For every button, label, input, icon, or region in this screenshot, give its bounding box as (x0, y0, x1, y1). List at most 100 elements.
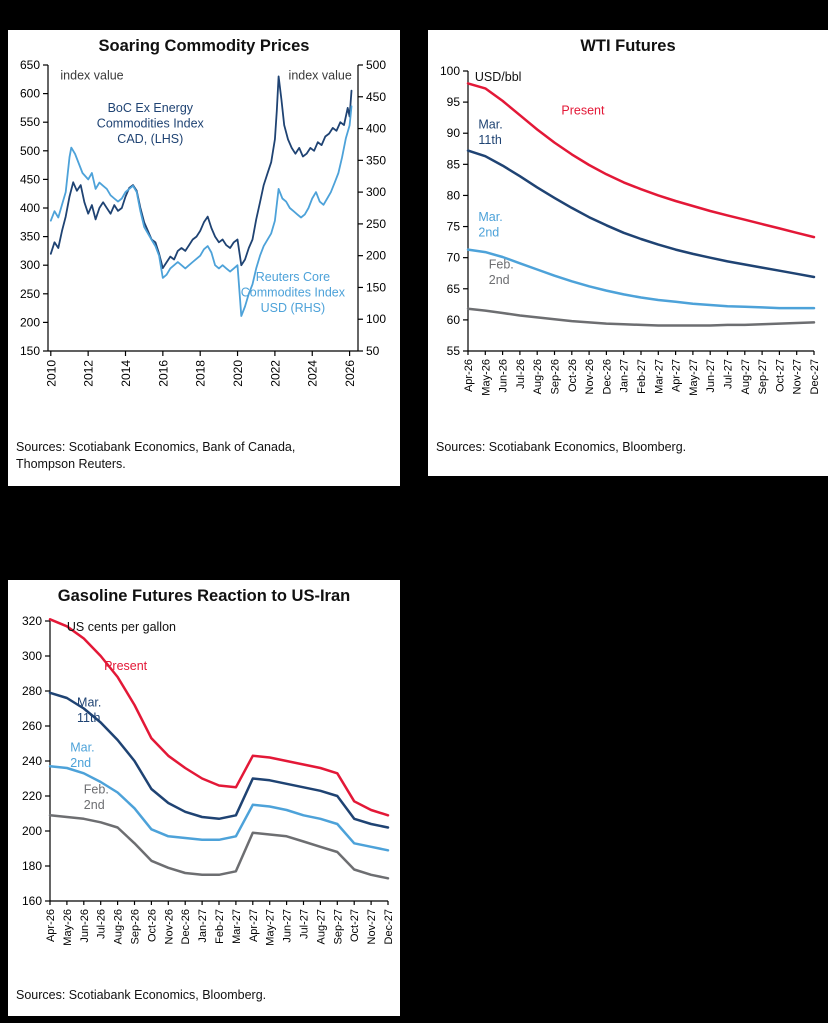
wti-chart-title: WTI Futures (580, 37, 676, 55)
svg-text:85: 85 (447, 157, 461, 171)
svg-text:160: 160 (22, 894, 42, 908)
svg-text:Present: Present (561, 103, 605, 117)
svg-text:55: 55 (447, 344, 461, 358)
svg-text:90: 90 (447, 126, 461, 140)
svg-text:Dec-27: Dec-27 (809, 359, 821, 394)
svg-text:400: 400 (366, 121, 386, 135)
svg-text:300: 300 (366, 185, 386, 199)
svg-text:Jun-26: Jun-26 (79, 909, 91, 943)
svg-text:2020: 2020 (231, 359, 245, 386)
svg-text:2nd: 2nd (489, 273, 510, 287)
panel-wti-futures: WTI Futures 55 60 65 70 75 80 85 90 95 100 Apr-26 M… (428, 30, 828, 476)
wti-source: Sources: Scotiabank Economics, Bloomberg… (428, 439, 828, 456)
svg-text:400: 400 (20, 201, 40, 215)
svg-text:USD/bbl: USD/bbl (475, 70, 522, 84)
svg-text:Mar.: Mar. (77, 695, 101, 709)
svg-text:60: 60 (447, 313, 461, 327)
svg-text:300: 300 (22, 649, 42, 663)
svg-text:2018: 2018 (194, 359, 208, 386)
svg-text:Nov-26: Nov-26 (163, 909, 175, 944)
svg-text:500: 500 (20, 144, 40, 158)
svg-text:Apr-26: Apr-26 (45, 909, 57, 942)
svg-text:260: 260 (22, 719, 42, 733)
svg-text:220: 220 (22, 789, 42, 803)
svg-text:450: 450 (366, 90, 386, 104)
svg-text:Apr-26: Apr-26 (463, 359, 475, 392)
svg-text:Oct-27: Oct-27 (349, 909, 361, 942)
svg-text:11th: 11th (77, 711, 100, 725)
svg-text:2014: 2014 (119, 359, 133, 386)
svg-text:150: 150 (366, 280, 386, 294)
svg-text:2022: 2022 (268, 359, 282, 386)
svg-text:2010: 2010 (44, 359, 58, 386)
svg-text:200: 200 (20, 315, 40, 329)
svg-text:180: 180 (22, 859, 42, 873)
svg-text:Mar.: Mar. (478, 117, 502, 131)
gasoline-chart-title: Gasoline Futures Reaction to US-Iran (57, 587, 351, 605)
svg-text:Jun-27: Jun-27 (282, 909, 294, 943)
svg-text:Jun-26: Jun-26 (498, 359, 510, 393)
svg-text:Nov-27: Nov-27 (366, 909, 378, 944)
panel-commodity-prices: Soaring Commodity Prices 150 200 250 300 350… (8, 30, 400, 486)
svg-text:Oct-26: Oct-26 (146, 909, 158, 942)
svg-text:Sep-26: Sep-26 (550, 359, 562, 394)
svg-text:200: 200 (366, 248, 386, 262)
svg-text:Jul-27: Jul-27 (299, 909, 311, 939)
svg-text:2012: 2012 (82, 359, 96, 386)
svg-text:Mar-27: Mar-27 (231, 909, 243, 944)
svg-text:320: 320 (22, 614, 42, 628)
gasoline-chart-plot: 160 180 200 220 240 260 280 300 320 Apr-26 May-26 J… (22, 614, 395, 946)
svg-text:index value: index value (60, 68, 123, 82)
svg-text:100: 100 (366, 312, 386, 326)
svg-text:Reuters Core: Reuters Core (256, 270, 330, 284)
svg-text:USD (RHS): USD (RHS) (261, 301, 326, 315)
svg-text:Apr-27: Apr-27 (671, 359, 683, 392)
svg-text:Present: Present (104, 659, 148, 673)
svg-text:2026: 2026 (343, 359, 357, 386)
svg-text:Aug-27: Aug-27 (315, 909, 327, 944)
svg-text:Dec-27: Dec-27 (383, 909, 395, 944)
svg-text:Jun-27: Jun-27 (705, 359, 717, 393)
svg-text:Commodites Index: Commodites Index (241, 285, 346, 299)
svg-text:Mar.: Mar. (70, 740, 94, 754)
svg-text:650: 650 (20, 58, 40, 72)
svg-text:2016: 2016 (156, 359, 170, 386)
commodity-chart-title: Soaring Commodity Prices (98, 37, 310, 55)
svg-text:240: 240 (22, 754, 42, 768)
svg-text:280: 280 (22, 684, 42, 698)
svg-text:350: 350 (366, 153, 386, 167)
svg-text:Sep-27: Sep-27 (332, 909, 344, 944)
svg-text:80: 80 (447, 188, 461, 202)
svg-text:300: 300 (20, 258, 40, 272)
svg-text:Dec-26: Dec-26 (180, 909, 192, 944)
svg-text:2nd: 2nd (84, 798, 105, 812)
svg-text:150: 150 (20, 344, 40, 358)
svg-text:Nov-26: Nov-26 (584, 359, 596, 394)
svg-text:70: 70 (447, 250, 461, 264)
svg-text:Sep-27: Sep-27 (757, 359, 769, 394)
svg-text:CAD, (LHS): CAD, (LHS) (117, 132, 183, 146)
svg-text:2nd: 2nd (478, 225, 499, 239)
svg-text:May-27: May-27 (265, 909, 277, 946)
svg-text:50: 50 (366, 344, 380, 358)
source-line: Sources: Scotiabank Economics, Bloomberg… (436, 439, 687, 454)
svg-text:May-27: May-27 (688, 359, 700, 396)
svg-text:Mar.: Mar. (478, 210, 502, 224)
svg-text:Feb-27: Feb-27 (636, 359, 648, 394)
source-line: Sources: Scotiabank Economics, Bloomberg… (16, 987, 267, 1002)
svg-text:index value: index value (289, 68, 352, 82)
svg-text:May-26: May-26 (480, 359, 492, 396)
svg-text:Apr-27: Apr-27 (248, 909, 260, 942)
svg-text:11th: 11th (478, 133, 501, 147)
svg-text:2024: 2024 (306, 359, 320, 386)
svg-text:Commodities Index: Commodities Index (97, 116, 205, 130)
svg-text:Jan-27: Jan-27 (197, 909, 209, 943)
svg-text:BoC Ex Energy: BoC Ex Energy (108, 101, 194, 115)
svg-text:250: 250 (366, 217, 386, 231)
svg-text:450: 450 (20, 172, 40, 186)
svg-text:Feb.: Feb. (84, 782, 109, 796)
source-line: Thompson Reuters. (16, 456, 126, 471)
svg-text:250: 250 (20, 287, 40, 301)
commodity-source: Sources: Scotiabank Economics, Bank of C… (8, 439, 400, 473)
